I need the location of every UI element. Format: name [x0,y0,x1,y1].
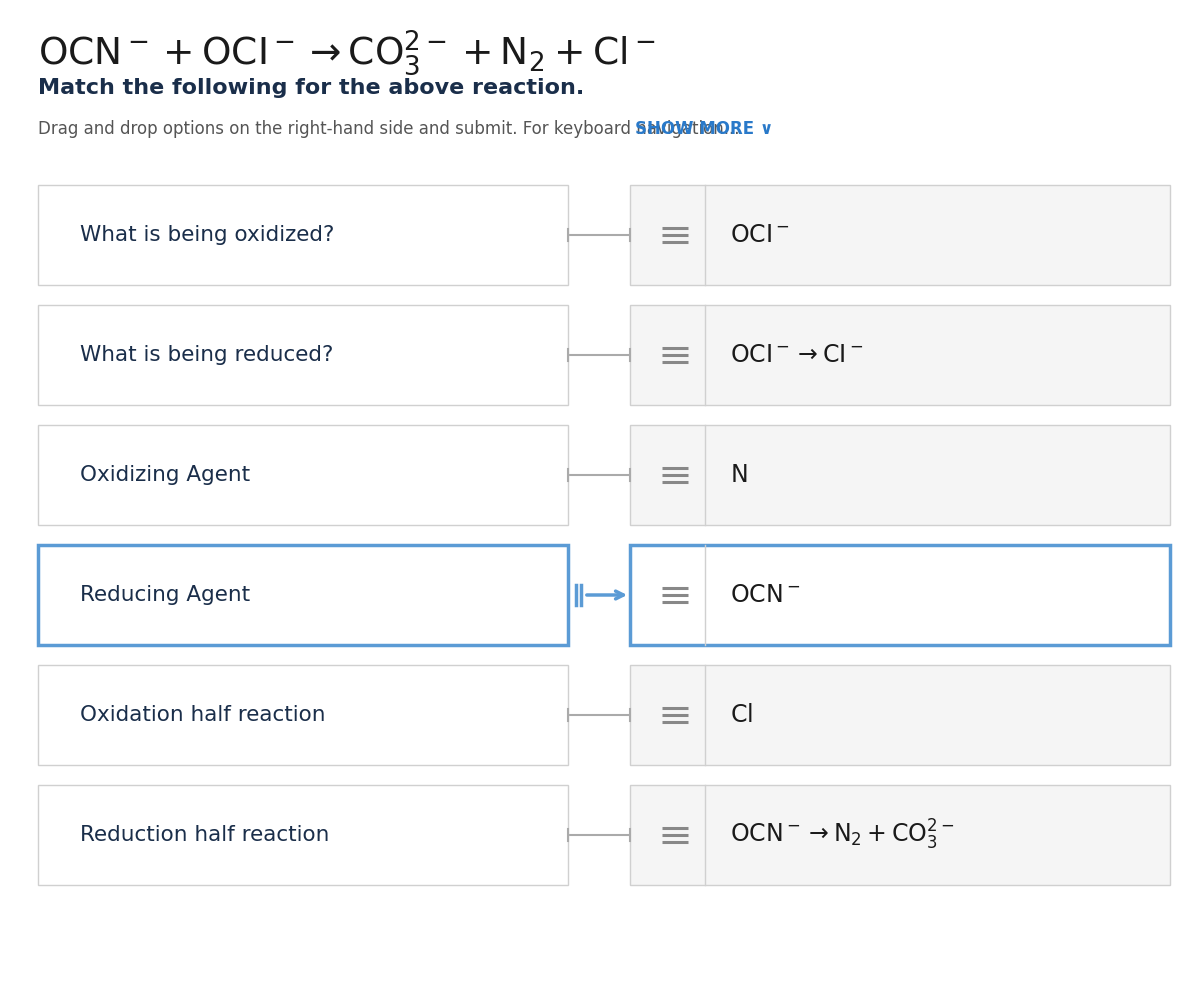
Text: $\mathrm{OCN^- \rightarrow N_2 + CO_3^{2-}}$: $\mathrm{OCN^- \rightarrow N_2 + CO_3^{2… [730,818,954,853]
Text: Drag and drop options on the right-hand side and submit. For keyboard navigation: Drag and drop options on the right-hand … [38,120,739,138]
Text: $\mathrm{OCI^- \rightarrow CI^-}$: $\mathrm{OCI^- \rightarrow CI^-}$ [730,343,863,367]
Text: $\mathrm{OCN^- + OCI^- \rightarrow CO_3^{2-} + N_2 + Cl^-}$: $\mathrm{OCN^- + OCI^- \rightarrow CO_3^… [38,28,655,77]
Bar [38,545,568,645]
Bar [38,665,568,765]
Bar [630,425,1170,525]
Text: Reducing Agent: Reducing Agent [80,585,250,605]
Text: $\mathrm{Cl}$: $\mathrm{Cl}$ [730,703,752,727]
Text: $\mathrm{OCI^-}$: $\mathrm{OCI^-}$ [730,223,790,247]
Bar [38,785,568,885]
Text: What is being reduced?: What is being reduced? [80,345,334,365]
Bar [38,305,568,405]
Bar [630,545,1170,645]
Bar [630,665,1170,765]
Text: What is being oxidized?: What is being oxidized? [80,225,335,245]
Text: $\mathrm{OCN^-}$: $\mathrm{OCN^-}$ [730,583,800,607]
Bar [630,185,1170,285]
Bar [38,425,568,525]
Text: SHOW MORE ∨: SHOW MORE ∨ [635,120,773,138]
Text: $\mathrm{N}$: $\mathrm{N}$ [730,463,748,487]
Bar [38,185,568,285]
Bar [630,305,1170,405]
Text: Reduction half reaction: Reduction half reaction [80,825,329,845]
Text: Oxidizing Agent: Oxidizing Agent [80,465,250,485]
Bar [630,785,1170,885]
Text: Oxidation half reaction: Oxidation half reaction [80,705,325,725]
Text: Match the following for the above reaction.: Match the following for the above reacti… [38,78,584,98]
